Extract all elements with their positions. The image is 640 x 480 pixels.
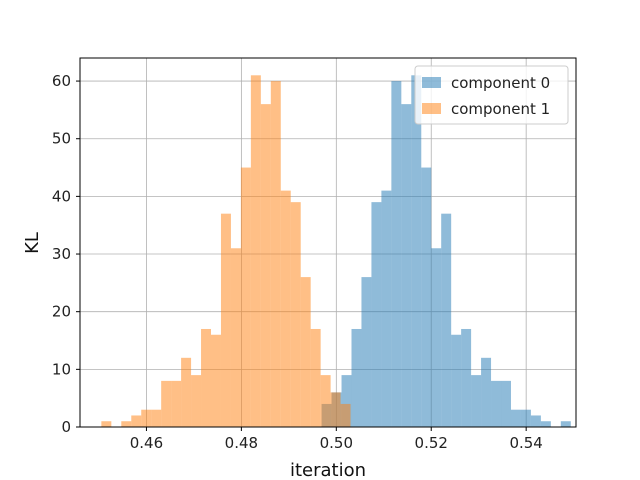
histogram-bar — [211, 334, 221, 427]
x-tick-label: 0.54 — [509, 434, 542, 452]
histogram-bar — [290, 202, 301, 427]
histogram-bar — [341, 375, 352, 427]
histogram-bar — [371, 202, 382, 427]
y-tick-label: 20 — [52, 303, 71, 321]
legend-label: component 1 — [451, 100, 550, 118]
y-tick-label: 50 — [52, 130, 71, 148]
histogram-bar — [540, 421, 551, 427]
x-axis-label: iteration — [290, 460, 366, 480]
histogram-bar — [411, 75, 422, 427]
histogram-bar — [280, 190, 291, 427]
histogram-bar — [491, 380, 502, 427]
y-tick-label: 30 — [52, 245, 71, 263]
y-axis-label: KL — [22, 232, 43, 254]
histogram-bar — [451, 334, 462, 427]
histogram-bar — [421, 167, 432, 427]
histogram-bar — [151, 409, 162, 427]
histogram-bar — [240, 167, 251, 427]
histogram-bars — [101, 75, 571, 427]
histogram-bar — [260, 104, 271, 427]
y-tick-label: 0 — [61, 418, 71, 436]
histogram-bar — [181, 357, 192, 427]
histogram-bar — [381, 190, 392, 427]
x-axis-ticks: 0.46 0.48 0.50 0.52 0.54 — [130, 427, 543, 452]
histogram-bar — [431, 248, 442, 427]
histogram-bar — [461, 328, 472, 427]
histogram-bar — [401, 104, 412, 427]
histogram-bar — [530, 415, 541, 427]
histogram-bar — [230, 248, 241, 427]
histogram-bar — [320, 375, 331, 427]
histogram-bar — [340, 403, 351, 427]
histogram-bar — [161, 380, 172, 427]
histogram-bar — [310, 328, 321, 427]
histogram-bar — [121, 421, 132, 427]
histogram-bar — [471, 375, 482, 427]
series-1-bars — [101, 75, 351, 427]
legend-swatch — [422, 77, 441, 88]
histogram-bar — [250, 75, 261, 427]
x-tick-label: 0.52 — [415, 434, 448, 452]
histogram-bar — [141, 409, 152, 427]
histogram-bar — [220, 213, 231, 427]
histogram-bar — [481, 357, 492, 427]
histogram-bar — [171, 380, 182, 427]
x-tick-label: 0.50 — [320, 434, 353, 452]
histogram-bar — [330, 392, 341, 427]
legend-swatch — [422, 103, 441, 114]
histogram-bar — [270, 81, 281, 427]
legend: component 0 component 1 — [414, 65, 569, 125]
histogram-bar — [501, 380, 511, 427]
y-tick-label: 60 — [52, 72, 71, 90]
y-axis-ticks: 0 10 20 30 40 50 60 — [52, 72, 80, 436]
histogram-bar — [520, 409, 531, 427]
legend-label: component 0 — [451, 74, 550, 92]
histogram-bar — [560, 421, 571, 427]
histogram-bar — [510, 409, 521, 427]
plot-frame — [79, 57, 577, 428]
histogram-bar — [191, 375, 202, 427]
series-0-bars — [321, 75, 571, 427]
x-tick-label: 0.46 — [130, 434, 163, 452]
histogram-bar — [351, 328, 362, 427]
histogram-bar — [361, 277, 372, 427]
histogram-bar — [300, 277, 311, 427]
histogram-bar — [131, 415, 142, 427]
histogram-bar — [391, 81, 402, 427]
y-tick-label: 40 — [52, 187, 71, 205]
histogram-bar — [101, 421, 112, 427]
legend-box — [414, 65, 569, 125]
y-tick-label: 10 — [52, 360, 71, 378]
histogram-bar — [441, 213, 452, 427]
x-tick-label: 0.48 — [225, 434, 258, 452]
histogram-bar — [201, 328, 212, 427]
